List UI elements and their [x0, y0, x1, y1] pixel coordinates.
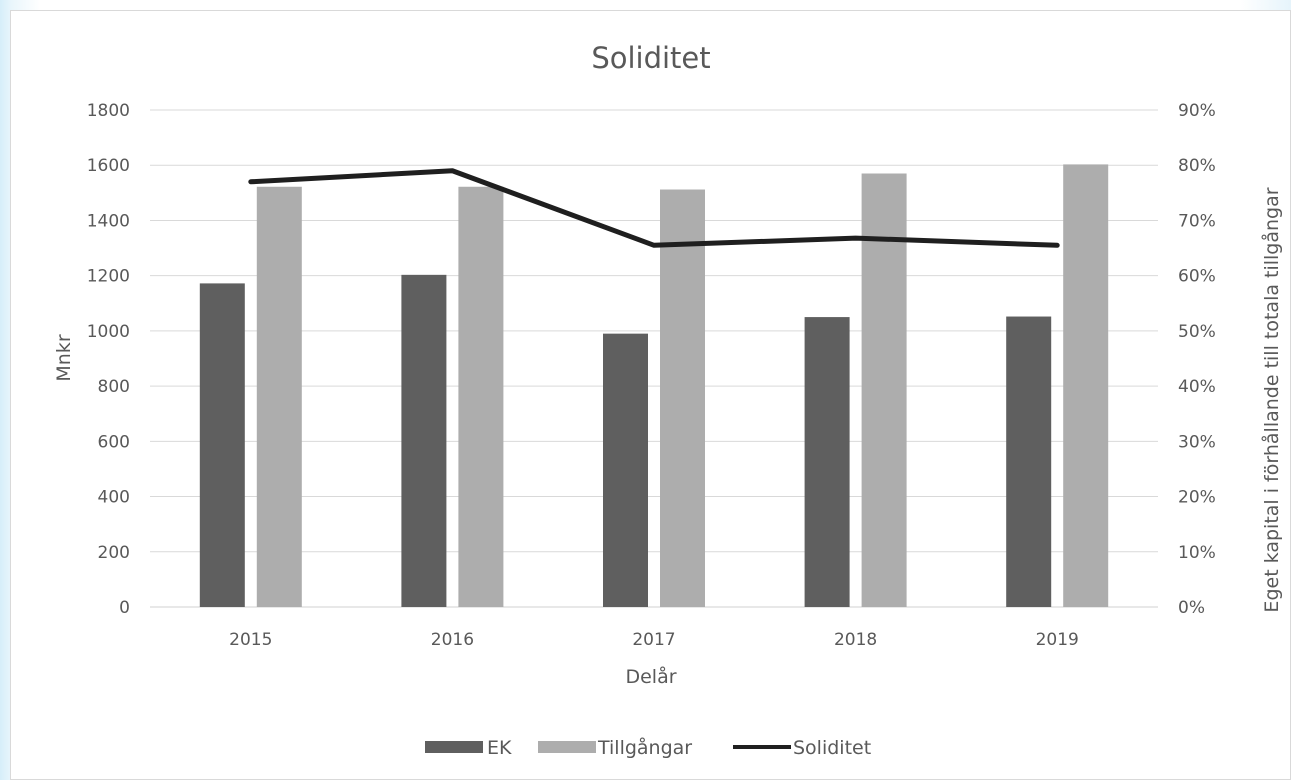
- x-tick-label: 2015: [229, 630, 272, 650]
- y-axis-right-title: Eget kapital i förhållande till totala t…: [1260, 187, 1283, 612]
- y-tick-label: 1000: [87, 322, 130, 342]
- y-axis-left-ticks: 0 200 400 600 800 1000 1200 1400 1600 1800: [87, 101, 130, 618]
- y-tick-label: 200: [98, 543, 130, 563]
- y2-tick-label: 10%: [1178, 543, 1216, 563]
- x-tick-label: 2016: [431, 630, 474, 650]
- legend-swatch-ek: [425, 741, 483, 753]
- y-tick-label: 1800: [87, 101, 130, 121]
- bar-tillgångar-2017: [660, 189, 705, 607]
- y2-tick-label: 80%: [1178, 156, 1216, 176]
- x-tick-label: 2018: [834, 630, 877, 650]
- bar-ek-2015: [199, 283, 245, 607]
- chart-title: Soliditet: [591, 41, 710, 75]
- y-axis-left-title: Mnkr: [53, 334, 75, 381]
- y2-tick-label: 90%: [1178, 101, 1216, 121]
- bar-tillgångar-2016: [458, 186, 504, 607]
- y-tick-label: 1600: [87, 156, 130, 176]
- y2-tick-label: 50%: [1178, 322, 1216, 342]
- y-tick-label: 400: [98, 488, 130, 508]
- legend-label: Tillgångar: [597, 736, 692, 759]
- y-tick-label: 0: [119, 598, 130, 618]
- bar-tillgångar-2018: [861, 173, 907, 607]
- legend: EK Tillgångar Soliditet: [425, 736, 871, 759]
- soliditet-line-layer: [248, 168, 1060, 248]
- y-tick-label: 1200: [87, 267, 130, 287]
- bar-ek-2019: [1006, 316, 1052, 607]
- y2-tick-label: 30%: [1178, 432, 1216, 452]
- bar-tillgångar-2019: [1063, 164, 1109, 607]
- legend-swatch-tillgångar: [538, 741, 596, 753]
- y2-tick-label: 60%: [1178, 267, 1216, 287]
- y-tick-label: 1400: [87, 211, 130, 231]
- bar-ek-2018: [804, 317, 850, 607]
- y2-tick-label: 0%: [1178, 598, 1205, 618]
- bar-ek-2017: [603, 333, 648, 607]
- legend-label: Soliditet: [793, 737, 871, 759]
- y2-tick-label: 70%: [1178, 211, 1216, 231]
- bar-ek-2016: [401, 274, 447, 607]
- gridlines: [150, 109, 1158, 608]
- x-tick-label: 2019: [1036, 630, 1079, 650]
- soliditet-line: [248, 168, 1060, 248]
- y2-tick-label: 20%: [1178, 488, 1216, 508]
- y-axis-right-ticks: 0% 10% 20% 30% 40% 50% 60% 70% 80% 90%: [1178, 101, 1216, 618]
- x-axis-title: Delår: [625, 665, 676, 688]
- x-tick-label: 2017: [632, 630, 675, 650]
- x-axis-ticks: 2015 2016 2017 2018 2019: [229, 630, 1079, 650]
- bar-tillgångar-2015: [256, 186, 302, 607]
- y-tick-label: 800: [98, 377, 130, 397]
- legend-label: EK: [487, 737, 512, 759]
- y-tick-label: 600: [98, 432, 130, 452]
- y2-tick-label: 40%: [1178, 377, 1216, 397]
- bars: [199, 164, 1109, 607]
